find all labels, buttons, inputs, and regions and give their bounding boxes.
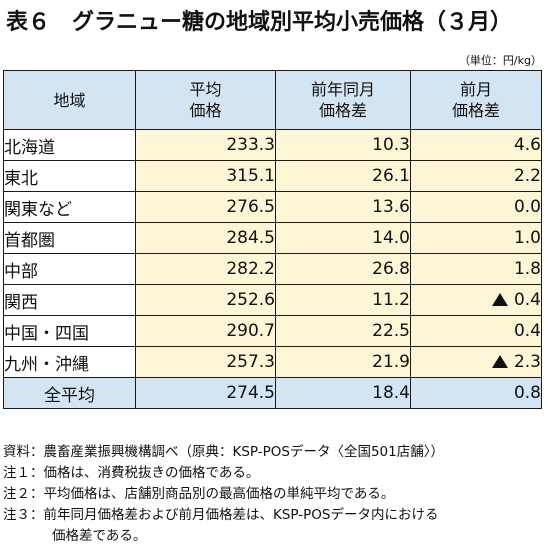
average-price-cell: 252.6 [135, 284, 276, 316]
header-mom-line2: 価格差 [451, 101, 500, 120]
table-row: 東北 315.1 26.1 2.2 [3, 160, 542, 192]
total-yoy-diff-cell: 18.4 [275, 377, 411, 409]
region-cell: 関東など [3, 191, 136, 223]
note-3: 注３：前年同月価格差および前月価格差は、KSP-POSデータ内における [3, 507, 439, 523]
mom-diff-value: 0.0 [513, 197, 541, 217]
average-price-cell: 276.5 [135, 191, 276, 223]
yoy-diff-cell: 26.1 [275, 160, 411, 192]
note-3-continued: 価格差である。 [52, 528, 147, 544]
note-2: 注２：平均価格は、店舗別商品別の最高価格の単純平均である。 [3, 486, 395, 502]
average-price-cell: 257.3 [135, 346, 276, 378]
average-price-cell: 282.2 [135, 253, 276, 285]
header-average-price-line2: 価格 [189, 101, 222, 120]
yoy-diff-cell: 14.0 [275, 222, 411, 254]
mom-diff-value: 1.0 [513, 228, 541, 248]
average-price-cell: 315.1 [135, 160, 276, 192]
table-total-row: 全平均 274.5 18.4 0.8 [3, 377, 542, 409]
source-note: 資料：農畜産業振興機構調べ（原典：KSP-POSデータ〈全国501店舗〉） [3, 444, 444, 460]
average-price-cell: 290.7 [135, 315, 276, 347]
mom-diff-value: 4.6 [513, 135, 541, 155]
mom-diff-cell: 1.8 [410, 253, 542, 285]
region-cell: 首都圏 [3, 222, 136, 254]
region-cell: 中国・四国 [3, 315, 136, 347]
yoy-diff-cell: 21.9 [275, 346, 411, 378]
price-table: 地域 平均 価格 前年同月 価格差 前月 価格差 北海道 233.3 10.3 … [3, 70, 542, 409]
header-yoy-line2: 価格差 [318, 101, 367, 120]
table-row: 首都圏 284.5 14.0 1.0 [3, 222, 542, 254]
table-row: 関西 252.6 11.2 0.4 [3, 284, 542, 316]
page-title: 表６ グラニュー糖の地域別平均小売価格（３月） [6, 10, 513, 35]
yoy-diff-cell: 13.6 [275, 191, 411, 223]
average-price-cell: 284.5 [135, 222, 276, 254]
header-mom-line1: 前月 [459, 80, 492, 99]
yoy-diff-cell: 10.3 [275, 129, 411, 161]
total-average-price-cell: 274.5 [135, 377, 276, 409]
negative-triangle-icon [491, 293, 508, 306]
header-year-over-year-diff: 前年同月 価格差 [275, 70, 411, 130]
total-mom-diff-cell: 0.8 [410, 377, 542, 409]
average-price-cell: 233.3 [135, 129, 276, 161]
unit-label: （単位：円/kg） [458, 54, 542, 67]
header-yoy-line1: 前年同月 [310, 80, 375, 99]
header-month-over-month-diff: 前月 価格差 [410, 70, 542, 130]
region-cell: 東北 [3, 160, 136, 192]
yoy-diff-cell: 22.5 [275, 315, 411, 347]
mom-diff-cell: 2.2 [410, 160, 542, 192]
mom-diff-cell: 0.4 [410, 315, 542, 347]
mom-diff-cell: 4.6 [410, 129, 542, 161]
mom-diff-cell: 0.0 [410, 191, 542, 223]
note-1: 注１：価格は、消費税抜きの価格である。 [3, 465, 260, 481]
table-row: 中部 282.2 26.8 1.8 [3, 253, 542, 285]
table-row: 北海道 233.3 10.3 4.6 [3, 129, 542, 161]
negative-triangle-icon [491, 355, 508, 368]
mom-diff-cell: 2.3 [410, 346, 542, 378]
region-cell: 九州・沖縄 [3, 346, 136, 378]
table-header-row: 地域 平均 価格 前年同月 価格差 前月 価格差 [3, 70, 542, 130]
mom-diff-value: 0.4 [513, 290, 541, 310]
mom-diff-cell: 0.4 [410, 284, 542, 316]
header-region: 地域 [3, 70, 136, 130]
mom-diff-value: 0.4 [513, 321, 541, 341]
mom-diff-value: 1.8 [513, 259, 541, 279]
mom-diff-cell: 1.0 [410, 222, 542, 254]
table-row: 中国・四国 290.7 22.5 0.4 [3, 315, 542, 347]
header-average-price-line1: 平均 [189, 80, 222, 99]
region-cell: 北海道 [3, 129, 136, 161]
header-average-price: 平均 価格 [135, 70, 276, 130]
footnotes: 資料：農畜産業振興機構調べ（原典：KSP-POSデータ〈全国501店舗〉） 注１… [3, 442, 545, 547]
mom-diff-value: 2.3 [513, 352, 541, 372]
table-row: 九州・沖縄 257.3 21.9 2.3 [3, 346, 542, 378]
header-region-label: 地域 [53, 90, 86, 110]
region-cell: 中部 [3, 253, 136, 285]
yoy-diff-cell: 11.2 [275, 284, 411, 316]
yoy-diff-cell: 26.8 [275, 253, 411, 285]
region-cell: 関西 [3, 284, 136, 316]
total-region-cell: 全平均 [3, 377, 136, 409]
mom-diff-value: 2.2 [513, 166, 541, 186]
table-row: 関東など 276.5 13.6 0.0 [3, 191, 542, 223]
